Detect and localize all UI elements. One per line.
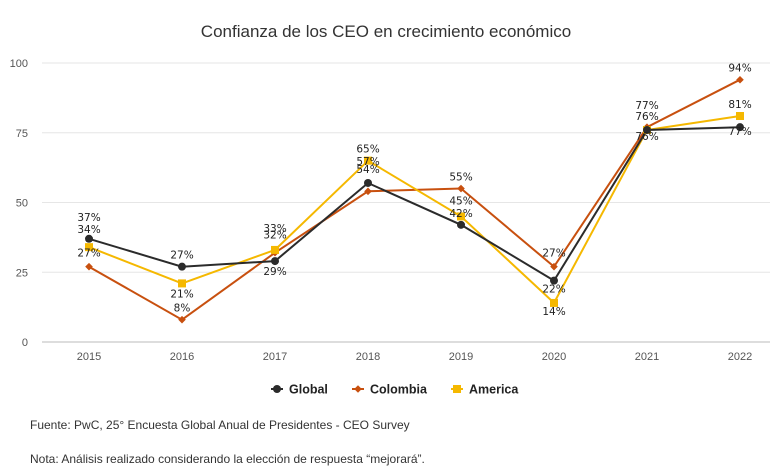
series-line-colombia: [88, 78, 741, 321]
x-tick-label: 2022: [728, 351, 752, 363]
data-label-global: 76%: [635, 131, 658, 143]
data-label-global: 22%: [542, 284, 565, 296]
data-point-colombia: [457, 184, 465, 193]
data-point-global: [550, 276, 558, 285]
data-label-america: 81%: [728, 99, 751, 111]
x-tick-label: 2016: [170, 351, 194, 363]
data-point-global: [85, 234, 93, 243]
data-label-global: 27%: [170, 250, 193, 262]
legend-label-global: Global: [289, 383, 328, 397]
x-tick-label: 2015: [77, 351, 101, 363]
data-point-colombia: [736, 75, 744, 84]
data-label-global: 29%: [263, 266, 286, 278]
data-label-america: 33%: [263, 223, 286, 235]
y-tick-label: 25: [16, 267, 28, 279]
data-point-america: [457, 212, 465, 221]
data-point-america: [736, 112, 744, 121]
data-label-extra: 57%: [356, 156, 379, 168]
data-point-global: [178, 262, 186, 271]
y-tick-label: 50: [16, 198, 28, 210]
legend-marker-america: [453, 385, 461, 393]
data-label-colombia: 27%: [542, 248, 565, 260]
data-label-america: 14%: [542, 306, 565, 318]
data-labels: 37%27%29%54%42%22%76% 77%27%8%32%55%27%77…: [77, 63, 751, 318]
data-label-america: 65%: [356, 144, 379, 156]
x-tick-label: 2018: [356, 351, 380, 363]
y-tick-label: 100: [10, 58, 28, 70]
legend-label-colombia: Colombia: [370, 383, 428, 397]
data-point-america: [178, 279, 186, 288]
data-label-america: 34%: [77, 224, 100, 236]
data-label-global: 37%: [77, 212, 100, 224]
chart-title: Confianza de los CEO en crecimiento econ…: [200, 22, 572, 41]
x-tick-label: 2017: [263, 351, 287, 363]
series-markers: [85, 75, 744, 324]
series-line-america: [88, 115, 741, 305]
footnote: Nota: Análisis realizado considerando la…: [30, 452, 425, 466]
data-label-colombia: 32%: [263, 230, 286, 242]
legend: Global Colombia America: [271, 383, 519, 397]
data-label-colombia: 77%: [635, 100, 658, 112]
axis-labels: 0 25 50 75 100 2015 2016 2017 2018 2019 2020 2021 20…: [10, 58, 753, 363]
source-note: Fuente: PwC, 25° Encuesta Global Anual d…: [30, 418, 410, 432]
data-point-america: [85, 243, 93, 252]
x-tick-label: 2021: [635, 351, 659, 363]
data-point-global: [643, 125, 651, 134]
x-tick-label: 2020: [542, 351, 566, 363]
series-line-global: [88, 126, 741, 282]
data-point-global: [736, 123, 744, 132]
data-label-colombia: 94%: [728, 63, 751, 75]
data-label-america: 45%: [449, 195, 472, 207]
data-point-colombia: [364, 187, 372, 196]
data-label-america: 76%: [635, 111, 658, 123]
data-point-colombia: [178, 315, 186, 324]
data-point-global: [364, 178, 372, 187]
legend-label-america: America: [469, 383, 519, 397]
data-label-global: 54%: [356, 164, 379, 176]
gridlines: [42, 62, 770, 343]
data-point-colombia: [85, 262, 93, 271]
data-point-global: [271, 257, 279, 266]
y-tick-label: 0: [22, 337, 28, 349]
data-point-colombia: [550, 262, 558, 271]
data-label-america: 21%: [170, 288, 193, 300]
data-label-colombia: 27%: [77, 248, 100, 260]
legend-marker-global: [273, 385, 281, 393]
x-tick-label: 2019: [449, 351, 473, 363]
legend-marker-colombia: [354, 385, 362, 393]
data-point-america: [271, 245, 279, 254]
data-point-america: [364, 156, 372, 165]
series-lines: [88, 78, 741, 321]
data-point-global: [457, 220, 465, 229]
y-tick-label: 75: [16, 128, 28, 140]
data-label-colombia: 8%: [174, 303, 191, 315]
data-label-global: 77%: [728, 126, 751, 138]
data-label-global: 42%: [449, 208, 472, 220]
data-point-america: [550, 298, 558, 307]
data-label-colombia: 55%: [449, 172, 472, 184]
